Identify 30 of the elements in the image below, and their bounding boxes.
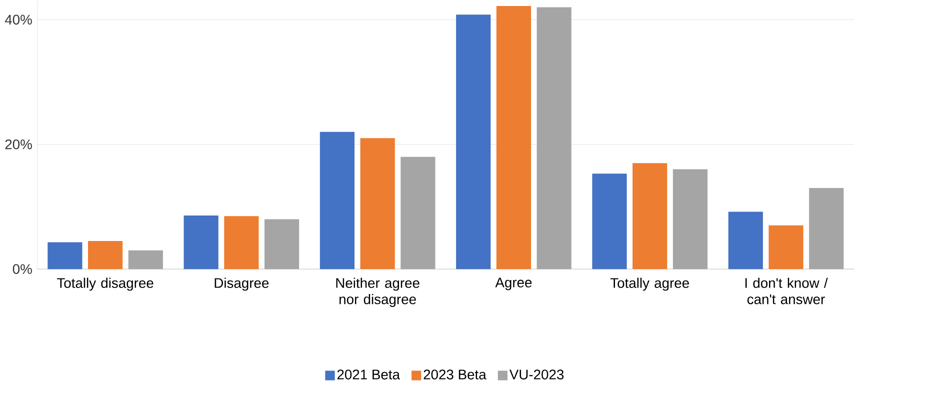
y-tick-label: 40% xyxy=(4,14,32,25)
x-tick-label: Totally agree xyxy=(610,278,689,291)
bar xyxy=(456,14,491,270)
bar xyxy=(320,132,355,270)
bar xyxy=(632,163,668,270)
y-tick-label: 20% xyxy=(5,140,32,150)
bar xyxy=(536,7,572,270)
bar xyxy=(496,6,532,270)
bar xyxy=(184,216,218,270)
legend-label: VU-2023 xyxy=(509,370,564,380)
bar xyxy=(88,241,123,270)
bar xyxy=(809,188,844,270)
bar xyxy=(672,170,708,270)
bar xyxy=(48,242,82,270)
x-tick-label: I don't know / can't answer xyxy=(745,278,828,304)
legend-label: 2021 Beta xyxy=(337,370,400,380)
bar xyxy=(728,212,763,270)
bar xyxy=(264,219,300,270)
bar xyxy=(224,216,259,270)
y-tick-label: 0% xyxy=(12,264,32,274)
bar xyxy=(768,226,804,270)
x-tick-label: Agree xyxy=(495,278,532,290)
bar xyxy=(400,157,436,270)
x-tick-label: Disagree xyxy=(214,278,269,291)
bar xyxy=(128,250,163,270)
bar xyxy=(592,174,627,270)
bar xyxy=(360,138,395,270)
x-tick-label: Totally disagree xyxy=(57,278,154,291)
x-tick-label: Neither agree nor disagree xyxy=(336,278,420,308)
legend-label: 2023 Beta xyxy=(424,370,486,380)
